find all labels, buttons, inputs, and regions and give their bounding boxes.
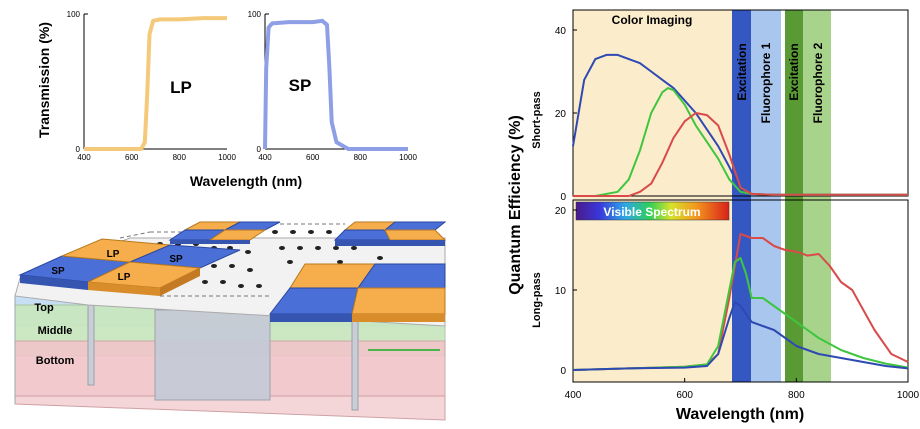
- sp-xtick-label-600: 600: [306, 153, 320, 162]
- long-pass-ytick-label: 10: [555, 286, 567, 297]
- dot: [308, 230, 314, 234]
- dot: [256, 284, 262, 288]
- tile-label-sp-1: SP: [51, 266, 65, 277]
- short-pass-ytick-label: 20: [555, 109, 567, 120]
- visible-spectrum-bar: [575, 201, 730, 221]
- long-pass-green-line: [572, 257, 909, 371]
- fluorophore-2-label: Fluorophore 2: [811, 42, 825, 123]
- sp-xtick-label-1000: 1000: [399, 153, 417, 162]
- sp-xtick-label-400: 400: [258, 153, 272, 162]
- tile-small-edge: [170, 240, 250, 244]
- fluorophore-1-label: Fluorophore 1: [759, 42, 773, 123]
- sp-label: SP: [289, 76, 312, 95]
- tile-label-sp-2: SP: [169, 254, 183, 265]
- dot: [202, 280, 208, 284]
- qe-xtick-label: 1000: [897, 390, 920, 401]
- qe-chart: Color Imaging Excitation Fluorophore 1 E…: [507, 9, 920, 423]
- excitation-label-2: Excitation: [787, 43, 801, 100]
- short-pass-label: Short-pass: [531, 91, 543, 148]
- short-pass-green-line: [573, 87, 908, 197]
- dot: [220, 280, 226, 284]
- dot: [229, 264, 235, 268]
- lp-transmission-chart: Transmission (%) 100 0 400 600 800 1000 …: [36, 10, 236, 162]
- lp-transmission-line: [84, 16, 227, 151]
- tile-big-edge-2: [352, 314, 445, 322]
- long-pass-label: Long-pass: [531, 272, 543, 328]
- long-pass-ytick-label: 20: [555, 206, 567, 217]
- device-illustration: SP LP SP LP Top Middle Bottom: [14, 221, 447, 421]
- visible-spectrum-label: Visible Spectrum: [603, 205, 700, 219]
- tile-big-4: [351, 287, 446, 315]
- short-pass-blue-line: [572, 53, 908, 196]
- qe-xtick-label: 400: [565, 390, 582, 401]
- dot: [351, 246, 357, 250]
- tile-label-lp-2: LP: [118, 272, 131, 283]
- tile-label-lp-1: LP: [107, 249, 120, 260]
- tile-big-edge-1: [270, 314, 352, 322]
- lp-ytick-label-0: 0: [76, 145, 81, 154]
- transmission-xlabel: Wavelength (nm): [190, 173, 302, 189]
- lp-xtick-label-1000: 1000: [218, 153, 236, 162]
- sp-ytick-label-100: 100: [248, 10, 262, 19]
- dot: [279, 246, 285, 250]
- sp-ytick-label-0: 0: [257, 145, 262, 154]
- pillar-3: [351, 314, 359, 411]
- dot: [333, 246, 339, 250]
- tile-edge-2: [88, 282, 160, 296]
- sp-transmission-chart: 100 0 400 600 800 1000 SP: [248, 10, 418, 162]
- dot: [238, 284, 244, 288]
- sp-xtick-label-800: 800: [354, 153, 368, 162]
- dot: [297, 246, 303, 250]
- layer-label-top: Top: [34, 302, 54, 314]
- dot: [245, 250, 251, 254]
- qe-ylabel: Quantum Efficiency (%): [507, 115, 524, 295]
- tile-small-8: [384, 229, 447, 241]
- qe-xlabel: Wavelength (nm): [676, 406, 804, 423]
- short-pass-ytick-label: 40: [555, 26, 567, 37]
- dot: [337, 260, 343, 264]
- lp-xtick-label-400: 400: [77, 153, 91, 162]
- qe-xtick-label: 600: [676, 390, 693, 401]
- dot: [287, 260, 293, 264]
- dot: [377, 256, 383, 260]
- qe-xtick-label: 800: [788, 390, 805, 401]
- dot: [211, 264, 217, 268]
- lp-label: LP: [170, 78, 192, 97]
- tile-edge-3: [160, 268, 200, 296]
- short-pass-frame: [572, 9, 909, 197]
- transmission-ylabel: Transmission (%): [36, 22, 52, 138]
- color-imaging-label: Color Imaging: [612, 13, 693, 27]
- tile-small-edge-2: [335, 240, 445, 246]
- sp-transmission-line: [263, 18, 408, 151]
- dashed-outline-3: [119, 231, 151, 239]
- dot: [326, 230, 332, 234]
- short-pass-red-line: [573, 112, 908, 197]
- excitation-label-1: Excitation: [735, 43, 749, 100]
- long-pass-ytick-label: 0: [560, 366, 566, 377]
- lp-xtick-label-600: 600: [125, 153, 139, 162]
- short-pass-ytick-label: 0: [560, 192, 566, 203]
- dot: [290, 230, 296, 234]
- lp-xtick-label-800: 800: [173, 153, 187, 162]
- tile-edge-1: [20, 275, 88, 290]
- dot: [272, 230, 278, 234]
- tile-small-7: [333, 229, 391, 241]
- layer-label-middle: Middle: [38, 325, 73, 337]
- long-pass-frame: [572, 199, 909, 383]
- layer-label-bottom: Bottom: [36, 355, 75, 367]
- tile-small-6: [383, 221, 447, 231]
- pillar-2: [154, 309, 271, 401]
- dot: [247, 268, 253, 272]
- long-pass-blue-line: [572, 301, 909, 371]
- lp-ytick-label-100: 100: [67, 10, 81, 19]
- pillar-1: [87, 304, 95, 386]
- dot: [315, 246, 321, 250]
